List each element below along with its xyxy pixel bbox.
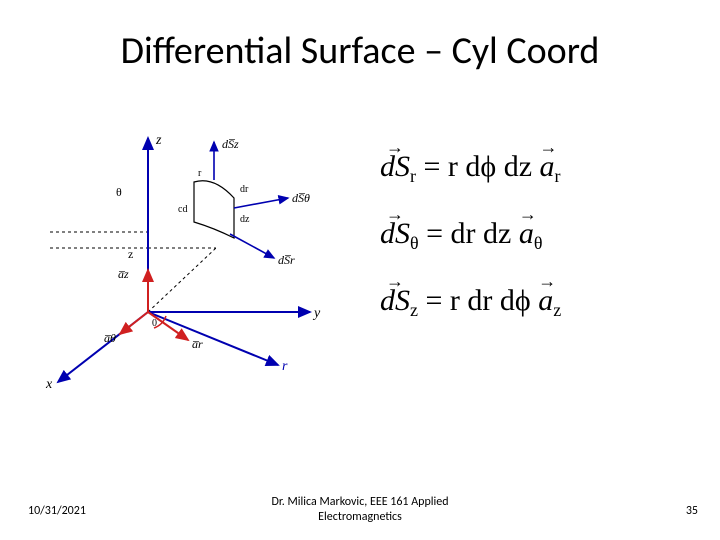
eq3-sub: z [410,300,418,320]
slide-title: Differential Surface – Cyl Coord [0,28,720,74]
footer-page-number: 35 [686,504,698,518]
svg-text:r: r [282,359,288,374]
svg-text:dS̅θ: dS̅θ [292,191,310,205]
svg-text:z: z [128,247,133,261]
svg-text:θ: θ [116,185,122,199]
eq2-asub: θ [534,233,543,253]
svg-text:a̅r: a̅r [192,337,203,351]
footer-line2: Electromagnetics [318,510,402,524]
footer-center: Dr. Milica Markovic, EEE 161 Applied Ele… [0,495,720,524]
equation-dSz: →dSz = r dr dϕ →az [380,284,700,321]
eq1-rhs: = r dϕ dz [424,150,540,183]
svg-text:0: 0 [152,318,157,329]
svg-text:a̅z: a̅z [118,267,129,281]
eq2-rhs: = dr dz [426,217,519,250]
svg-text:dz: dz [240,214,250,225]
svg-text:dS̅z: dS̅z [222,137,239,151]
equation-dSr: →dSr = r dϕ dz →ar [380,150,700,187]
diagram: z y x r a̅z a̅r a̅θ z θ dr dz r cd dS̅z dS̅θ dS̅r 0 [30,120,330,400]
footer-line1: Dr. Milica Markovic, EEE 161 Applied [271,495,448,509]
slide: Differential Surface – Cyl Coord z y x r a̅z… [0,0,720,540]
eq1-sub: r [410,166,416,186]
svg-text:r: r [198,168,202,179]
coord-diagram-svg: z y x r a̅z a̅r a̅θ z θ dr dz r cd dS̅z dS̅θ dS̅r 0 [30,120,330,400]
svg-text:dr: dr [240,184,249,195]
eq1-asub: r [555,166,561,186]
svg-text:a̅θ: a̅θ [104,331,116,345]
svg-text:y: y [312,306,321,321]
eq2-sub: θ [410,233,419,253]
svg-text:z: z [155,133,162,148]
svg-text:cd: cd [178,204,187,215]
eq3-rhs: = r dr dϕ [426,284,539,317]
eq3-asub: z [553,300,561,320]
svg-text:dS̅r: dS̅r [278,253,295,267]
equation-dStheta: →dSθ = dr dz →aθ [380,217,700,254]
svg-text:x: x [45,377,53,392]
equations-block: →dSr = r dϕ dz →ar →dSθ = dr dz →aθ →dSz… [380,150,700,351]
